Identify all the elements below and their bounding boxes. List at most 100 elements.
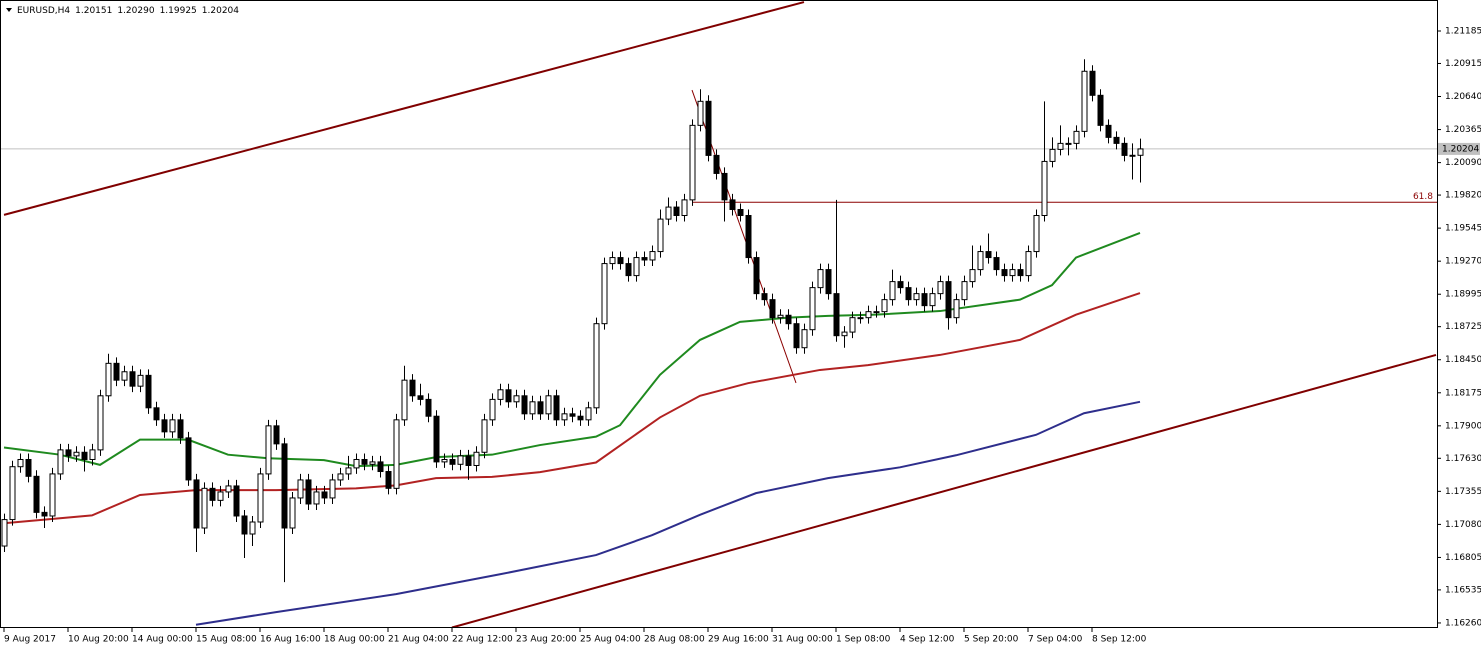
candle-body [65,449,72,457]
y-tick-label: 1.19270 [1445,257,1481,267]
candle-body [73,451,80,457]
candle-body [641,257,648,261]
current-price-label: 1.20204 [1442,144,1479,154]
header-value: 1.20290 [117,6,154,16]
candle-body [481,419,488,453]
candle-body [825,269,832,295]
candle-body [161,419,168,433]
candle-body [273,425,280,445]
candle-body [969,269,976,283]
candle-body [985,251,992,259]
candle-body [113,362,120,381]
candle-body [281,443,288,529]
y-tick-label: 1.17080 [1445,520,1481,530]
candle-body [737,208,744,217]
candle-body [601,263,608,325]
header-menu-icon[interactable] [6,8,12,12]
candle-body [961,281,968,301]
candle-body [489,398,496,421]
y-tick-label: 1.20915 [1445,59,1481,69]
candle-body [345,467,352,475]
candle-body [1065,142,1072,145]
candle-body [169,419,176,433]
candle-body [529,401,536,415]
candle-body [233,485,240,517]
candle-body [1137,148,1144,156]
header-value: 1.19925 [160,6,197,16]
candle-body [513,395,520,403]
candle-body [393,419,400,489]
y-tick-label: 1.16805 [1445,553,1481,563]
current-price-box [1438,142,1480,155]
candle-body [25,458,32,477]
candle-body [201,487,208,529]
x-tick-label: 10 Aug 20:00 [68,635,129,645]
candle-body [793,323,800,349]
candle-body [89,449,96,460]
candle-body [329,479,336,499]
candle-body [817,269,824,289]
candle-body [657,218,664,253]
candle-body [241,515,248,535]
candle-body [1073,130,1080,144]
candle-body [1041,160,1048,217]
candle-body [265,425,272,475]
x-tick-label: 31 Aug 00:00 [772,635,833,645]
candle-body [1121,142,1128,156]
y-tick-label: 1.20090 [1445,158,1481,168]
candle-body [1129,154,1136,157]
symbol: EURUSD,H4 [17,6,70,16]
candle-body [33,475,40,513]
candle-body [1105,124,1112,138]
y-tick-label: 1.16260 [1445,618,1481,628]
candle-body [257,473,264,523]
candle-body [417,395,424,400]
candle-body [561,413,568,421]
candle-body [833,293,840,337]
moving-average [3,292,1141,525]
candle-body [889,281,896,301]
candle-body [665,206,672,220]
candle-body [1001,269,1008,277]
candle-body [177,419,184,439]
x-tick-label: 1 Sep 08:00 [836,635,891,645]
candle-body [777,314,784,319]
candle-body [905,287,912,301]
candle-body [1049,148,1056,162]
candle-body [17,458,24,468]
candle-body [1081,70,1088,132]
x-tick-label: 28 Aug 08:00 [644,635,705,645]
candle-body [577,415,584,421]
x-tick-label: 14 Aug 00:00 [132,635,193,645]
candle-body [681,199,688,217]
candle-body [313,491,320,505]
candle-body [921,293,928,307]
y-tick-label: 1.18725 [1445,322,1481,332]
candle-body [1033,215,1040,253]
candle-body [809,287,816,331]
candle-body [705,100,712,156]
candle-body [1009,269,1016,277]
candle-body [929,293,936,307]
candle-body [897,281,904,289]
y-tick-label: 1.20640 [1445,92,1481,102]
candle-body [97,395,104,451]
candle-body [729,199,736,210]
candle-body [401,379,408,421]
x-tick-label: 21 Aug 04:00 [388,635,449,645]
x-tick-label: 22 Aug 12:00 [452,635,513,645]
candle-body [977,251,984,271]
y-tick-label: 1.21185 [1445,27,1481,37]
candle-body [385,471,392,489]
candle-body [49,473,56,517]
candle-body [937,281,944,295]
candle-body [769,299,776,319]
candle-body [673,206,680,217]
candle-body [721,172,728,201]
candle-body [249,521,256,535]
candle-body [857,317,864,320]
x-tick-label: 5 Sep 20:00 [964,635,1019,645]
candle-body [545,395,552,415]
